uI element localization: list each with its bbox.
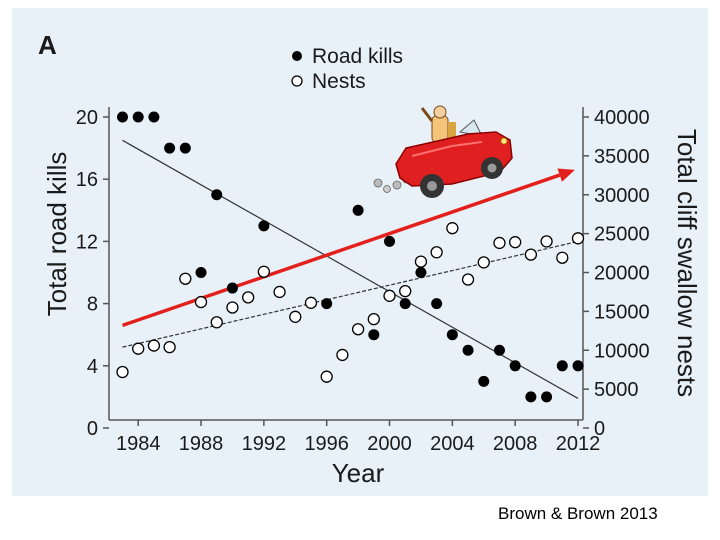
nest-point (257, 265, 271, 278)
roadkill-point (572, 360, 584, 372)
citation: Brown & Brown 2013 (498, 504, 658, 523)
left-y-ticks: 0 4 8 12 16 20 (76, 107, 109, 440)
right-tick-label: 40000 (594, 107, 650, 129)
nest-point (524, 248, 538, 261)
nest-point (351, 323, 365, 336)
nest-point (210, 316, 223, 329)
x-tick-label: 1984 (116, 433, 161, 455)
nest-point (430, 246, 443, 259)
x-ticks: 1984 1988 1992 1996 2000 2004 2008 2012 (116, 420, 600, 455)
right-tick-label: 30000 (594, 185, 650, 207)
x-tick-label: 1988 (179, 433, 224, 455)
roadkill-point (415, 267, 427, 278)
nest-point (336, 348, 349, 362)
roadkill-point (431, 298, 443, 310)
legend-roadkills-marker (292, 51, 302, 61)
roadkill-point (462, 344, 474, 356)
nest-point (399, 285, 412, 298)
x-tick-label: 1992 (242, 433, 287, 455)
nest-point (304, 296, 318, 309)
roadkill-point (368, 329, 380, 341)
roadkill-point (556, 360, 568, 372)
left-tick-label: 8 (87, 294, 98, 316)
roadkill-point (321, 298, 333, 310)
roadkill-point (195, 267, 207, 278)
roadkill-point (509, 360, 521, 372)
roadkill-point (352, 204, 364, 216)
nest-point (477, 256, 490, 269)
nest-point (493, 236, 506, 250)
trend-lines (122, 139, 579, 399)
nest-point (132, 342, 145, 355)
nest-point (273, 285, 286, 299)
scatter-chart: A Road kills Nests 0 4 8 12 16 20 0 5000 10000 1… (38, 30, 702, 488)
right-tick-label: 35000 (594, 146, 650, 168)
x-tick-label: 2000 (367, 433, 412, 455)
nest-point (242, 291, 255, 304)
x-tick-label: 2004 (430, 433, 475, 455)
nest-point (556, 251, 569, 264)
x-tick-label: 2012 (556, 433, 601, 455)
nest-point (163, 340, 176, 354)
left-tick-label: 0 (87, 418, 98, 440)
roadkill-point (446, 329, 458, 341)
left-tick-label: 12 (76, 231, 98, 253)
nest-point (383, 289, 396, 302)
nest-point (367, 312, 380, 326)
nest-point (414, 255, 428, 268)
panel-label: A (38, 30, 57, 60)
right-tick-label: 15000 (594, 301, 650, 323)
right-tick-label: 10000 (594, 340, 650, 362)
right-tick-label: 20000 (594, 263, 650, 285)
roadkill-point (399, 298, 411, 310)
roadkill-point (258, 220, 270, 232)
right-tick-label: 25000 (594, 224, 650, 246)
roadkill-point (211, 189, 223, 201)
roadkill-point (117, 111, 128, 123)
x-tick-label: 2008 (493, 433, 538, 455)
left-tick-label: 16 (76, 169, 98, 191)
plot-area (109, 107, 585, 418)
x-axis-title: Year (332, 458, 385, 488)
nest-point (289, 310, 302, 323)
roadkill-point (226, 282, 238, 294)
legend-nests-marker (291, 75, 303, 87)
nest-point (320, 370, 333, 383)
nest-point (446, 222, 459, 235)
roadkill-point (525, 391, 537, 403)
legend: Road kills Nests (291, 45, 403, 93)
right-tick-label: 5000 (594, 379, 639, 401)
left-tick-label: 20 (76, 107, 98, 129)
roadkill-point (179, 142, 191, 154)
roadkill-point (493, 344, 505, 356)
left-tick-label: 4 (87, 356, 98, 378)
right-y-ticks: 0 5000 10000 15000 20000 25000 30000 35000 40000 (583, 107, 650, 440)
nest-point (571, 232, 585, 245)
roadkill-point (148, 111, 160, 123)
trend-arrow-head (557, 168, 575, 182)
y-axis-right-title: Total cliff swallow nests (672, 129, 702, 397)
figure-panel: A Road kills Nests 0 4 8 12 16 20 0 5000 10000 1… (12, 8, 708, 496)
x-tick-label: 1996 (304, 433, 349, 455)
roadkill-point (384, 235, 396, 247)
nest-point (226, 301, 239, 314)
legend-nests-label: Nests (312, 70, 366, 93)
roadkill-point (164, 142, 176, 154)
right-tick-label: 0 (594, 418, 605, 440)
car-driver-illustration (373, 105, 513, 198)
nest-point (194, 295, 208, 309)
data-points (116, 111, 585, 403)
nest-point (540, 235, 553, 248)
nest-point (116, 365, 129, 379)
roadkill-point (132, 111, 144, 123)
nest-point (147, 339, 161, 352)
nest-point (509, 236, 522, 249)
roadkill-point (541, 391, 553, 403)
roadkill-point (478, 375, 490, 387)
roadkills-trendline (122, 139, 579, 399)
legend-roadkills-label: Road kills (312, 45, 403, 68)
nest-point (461, 273, 475, 286)
nest-point (179, 272, 192, 285)
y-axis-left-title: Total road kills (42, 152, 72, 317)
